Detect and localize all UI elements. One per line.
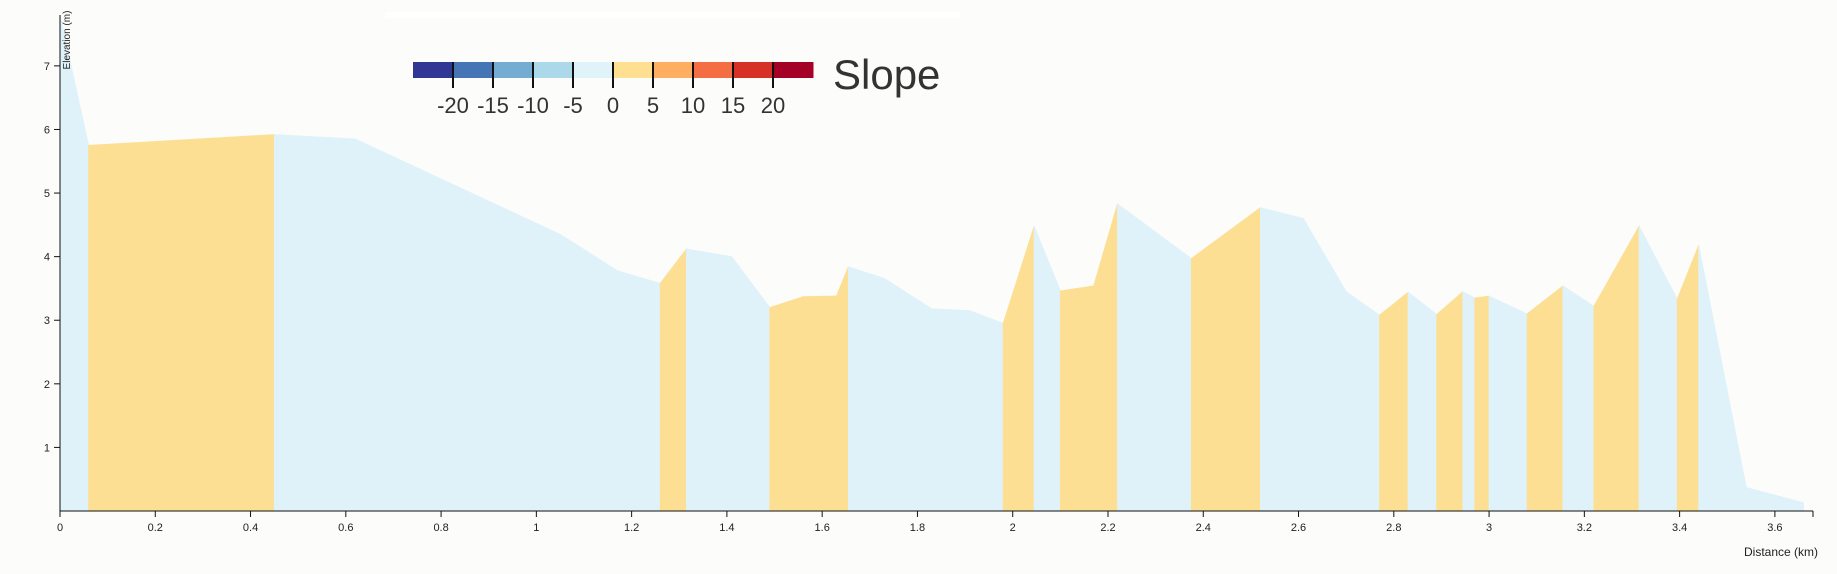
x-tick-label: 3.6: [1767, 522, 1782, 534]
downhill-segment: [969, 310, 1004, 512]
legend-title: Slope: [833, 51, 940, 98]
x-tick-label: 0.2: [148, 522, 163, 534]
legend-swatch: [733, 62, 774, 78]
legend-swatch: [493, 62, 534, 78]
legend-shadow-strip: [385, 12, 960, 18]
downhill-segment: [1345, 290, 1380, 512]
downhill-segment: [847, 266, 885, 512]
downhill-segment: [1488, 295, 1528, 512]
y-tick-label: 6: [44, 124, 50, 136]
legend-tick-label: -20: [437, 93, 469, 118]
x-tick-label: 0.6: [338, 522, 353, 534]
legend-color-bar: [413, 62, 814, 78]
slope-legend: -20 -15 -10 -5 0 5 10 15 20 Slope: [413, 51, 940, 118]
legend-tick-label: 5: [647, 93, 659, 118]
legend-swatch: [533, 62, 574, 78]
uphill-segment: [1059, 285, 1095, 512]
downhill-segment: [686, 248, 733, 512]
x-tick-label: 1.2: [624, 522, 639, 534]
y-tick-label: 1: [44, 442, 50, 454]
legend-swatch: [693, 62, 734, 78]
legend-tick-label: -5: [563, 93, 583, 118]
legend-tick-label: -10: [517, 93, 549, 118]
x-tick-label: 1: [533, 522, 539, 534]
downhill-segment: [883, 277, 933, 512]
y-tick-label: 2: [44, 379, 50, 391]
downhill-segment: [1462, 290, 1476, 512]
y-tick-label: 5: [44, 188, 50, 200]
legend-tick-label: 20: [761, 93, 785, 118]
legend-swatch: [653, 62, 694, 78]
x-tick-label: 2.4: [1196, 522, 1211, 534]
x-tick-label: 2.6: [1291, 522, 1306, 534]
downhill-segment: [616, 270, 661, 512]
uphill-segment: [836, 266, 849, 512]
y-tick-label: 7: [44, 61, 50, 73]
x-tick-label: 0.8: [433, 522, 448, 534]
downhill-segment: [559, 233, 618, 512]
downhill-segment: [1117, 203, 1192, 512]
uphill-segment: [1474, 295, 1490, 512]
legend-swatch: [413, 62, 454, 78]
x-tick-label: 2.8: [1386, 522, 1401, 534]
y-tick-label: 4: [44, 252, 50, 264]
legend-tick-label: 10: [681, 93, 705, 118]
legend-swatch: [573, 62, 614, 78]
uphill-segment: [1190, 206, 1261, 512]
uphill-segment: [1526, 285, 1564, 512]
downhill-segment: [1562, 285, 1595, 512]
x-tick-label: 3: [1486, 522, 1492, 534]
uphill-segment: [88, 134, 275, 512]
uphill-segment: [1379, 291, 1409, 512]
legend-tick-label: 0: [607, 93, 619, 118]
x-tick-label: 3.2: [1577, 522, 1592, 534]
x-tick-label: 3.4: [1672, 522, 1687, 534]
x-tick-label: 1.4: [719, 522, 734, 534]
uphill-segment: [802, 295, 837, 512]
y-axis-title: Elevation (m): [62, 11, 73, 70]
x-tick-label: 2: [1010, 522, 1016, 534]
x-tick-label: 1.6: [815, 522, 830, 534]
legend-swatch: [773, 62, 814, 78]
slope-area-segments: [59, 14, 1804, 512]
downhill-segment: [1260, 207, 1304, 512]
downhill-segment: [273, 134, 356, 512]
x-tick-label: 0.4: [243, 522, 258, 534]
uphill-segment: [1436, 290, 1464, 512]
legend-swatch: [453, 62, 494, 78]
y-axis: 1 2 3 4 5 6 7: [44, 15, 61, 511]
downhill-segment: [931, 308, 971, 512]
downhill-segment: [1407, 291, 1438, 512]
uphill-segment: [659, 247, 687, 512]
legend-swatch: [613, 62, 654, 78]
x-tick-label: 0: [57, 522, 63, 534]
uphill-segment: [769, 296, 804, 512]
legend-tick-label: -15: [477, 93, 509, 118]
x-tick-label: 2.2: [1100, 522, 1115, 534]
x-axis-title: Distance (km): [1744, 545, 1818, 559]
x-tick-label: 1.8: [910, 522, 925, 534]
legend-tick-label: 15: [721, 93, 745, 118]
legend-ticks: -20 -15 -10 -5 0 5 10 15 20: [437, 62, 785, 118]
y-tick-label: 3: [44, 315, 50, 327]
x-axis: 0 0.2 0.4 0.6 0.8 1 1.2 1.4 1.6 1.8 2 2.2 2.4 2.6 2.8 3…: [57, 510, 1814, 534]
